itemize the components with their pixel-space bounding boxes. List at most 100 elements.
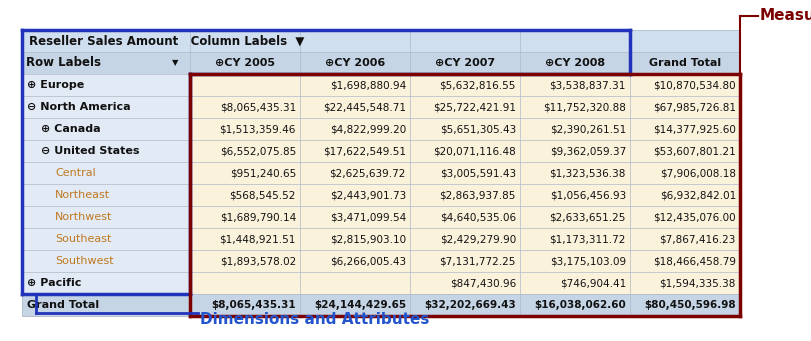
Text: Central: Central [55, 168, 96, 178]
Bar [629, 272, 739, 294]
Bar [629, 74, 739, 96]
Bar [410, 272, 519, 294]
Text: $1,056,456.93: $1,056,456.93 [549, 190, 625, 200]
Text: $1,448,921.51: $1,448,921.51 [219, 234, 296, 244]
Text: $10,870,534.80: $10,870,534.80 [653, 80, 735, 90]
Bar [629, 140, 739, 162]
Text: $4,822,999.20: $4,822,999.20 [329, 124, 406, 134]
Text: $2,443,901.73: $2,443,901.73 [329, 190, 406, 200]
Text: $2,633,651.25: $2,633,651.25 [549, 212, 625, 222]
Text: $1,513,359.46: $1,513,359.46 [219, 124, 296, 134]
Bar [299, 162, 410, 184]
Text: Grand Total: Grand Total [27, 300, 99, 310]
Bar [22, 272, 190, 294]
Text: ⊕CY 2007: ⊕CY 2007 [435, 58, 495, 68]
Text: ⊕ Canada: ⊕ Canada [41, 124, 101, 134]
Bar [299, 52, 410, 74]
Bar [519, 206, 629, 228]
Text: $2,815,903.10: $2,815,903.10 [329, 234, 406, 244]
Bar [410, 96, 519, 118]
Bar [629, 228, 739, 250]
Text: $2,429,279.90: $2,429,279.90 [440, 234, 515, 244]
Text: $7,131,772.25: $7,131,772.25 [439, 256, 515, 266]
Text: $14,377,925.60: $14,377,925.60 [652, 124, 735, 134]
Text: Northwest: Northwest [55, 212, 112, 222]
Text: $2,390,261.51: $2,390,261.51 [549, 124, 625, 134]
Text: $5,632,816.55: $5,632,816.55 [439, 80, 515, 90]
Text: $24,144,429.65: $24,144,429.65 [314, 300, 406, 310]
Bar [22, 250, 190, 272]
Text: $11,752,320.88: $11,752,320.88 [543, 102, 625, 112]
Text: $5,651,305.43: $5,651,305.43 [440, 124, 515, 134]
Bar [629, 294, 739, 316]
Bar [410, 74, 519, 96]
Bar [519, 140, 629, 162]
Bar [22, 96, 190, 118]
Bar [410, 140, 519, 162]
Bar [410, 294, 519, 316]
Bar [190, 184, 299, 206]
Bar [299, 294, 410, 316]
Text: ⊕CY 2006: ⊕CY 2006 [324, 58, 384, 68]
Bar [190, 272, 299, 294]
Text: ⊕ Pacific: ⊕ Pacific [27, 278, 81, 288]
Text: $8,065,435.31: $8,065,435.31 [211, 300, 296, 310]
Text: $22,445,548.71: $22,445,548.71 [323, 102, 406, 112]
Bar [629, 250, 739, 272]
Text: $2,625,639.72: $2,625,639.72 [329, 168, 406, 178]
Bar [519, 74, 629, 96]
Text: $8,065,435.31: $8,065,435.31 [220, 102, 296, 112]
Bar [299, 140, 410, 162]
Text: ⊕CY 2005: ⊕CY 2005 [215, 58, 275, 68]
Bar [299, 184, 410, 206]
Text: ⊖ North America: ⊖ North America [27, 102, 131, 112]
Bar [190, 206, 299, 228]
Bar [629, 206, 739, 228]
Bar [22, 52, 190, 74]
Text: $67,985,726.81: $67,985,726.81 [652, 102, 735, 112]
Bar [22, 118, 190, 140]
Bar [22, 162, 190, 184]
Text: Southeast: Southeast [55, 234, 111, 244]
Bar [190, 96, 299, 118]
Text: $2,863,937.85: $2,863,937.85 [439, 190, 515, 200]
Text: $746,904.41: $746,904.41 [559, 278, 625, 288]
Bar [22, 140, 190, 162]
Text: Northeast: Northeast [55, 190, 110, 200]
Text: $951,240.65: $951,240.65 [230, 168, 296, 178]
Text: $3,538,837.31: $3,538,837.31 [549, 80, 625, 90]
Bar [299, 96, 410, 118]
Text: Southwest: Southwest [55, 256, 114, 266]
Bar [22, 30, 739, 52]
Text: $80,450,596.98: $80,450,596.98 [644, 300, 735, 310]
Text: $3,471,099.54: $3,471,099.54 [329, 212, 406, 222]
Text: $1,698,880.94: $1,698,880.94 [329, 80, 406, 90]
Text: $1,893,578.02: $1,893,578.02 [220, 256, 296, 266]
Bar [410, 52, 519, 74]
Text: $9,362,059.37: $9,362,059.37 [549, 146, 625, 156]
Bar [299, 250, 410, 272]
Text: Dimensions and Attributes: Dimensions and Attributes [200, 311, 429, 326]
Bar [190, 140, 299, 162]
Bar [22, 206, 190, 228]
Text: $568,545.52: $568,545.52 [230, 190, 296, 200]
Bar [410, 118, 519, 140]
Text: $1,323,536.38: $1,323,536.38 [549, 168, 625, 178]
Bar [410, 250, 519, 272]
Text: $7,906,008.18: $7,906,008.18 [659, 168, 735, 178]
Bar [299, 74, 410, 96]
Bar [410, 228, 519, 250]
Text: $12,435,076.00: $12,435,076.00 [653, 212, 735, 222]
Bar [190, 162, 299, 184]
Bar [519, 228, 629, 250]
Text: ⊕ Europe: ⊕ Europe [27, 80, 84, 90]
Bar [629, 118, 739, 140]
Bar [22, 228, 190, 250]
Bar [299, 228, 410, 250]
Bar [299, 206, 410, 228]
Text: $18,466,458.79: $18,466,458.79 [652, 256, 735, 266]
Bar [519, 272, 629, 294]
Text: ⊖ United States: ⊖ United States [41, 146, 139, 156]
Text: Reseller Sales Amount   Column Labels  ▼: Reseller Sales Amount Column Labels ▼ [29, 34, 304, 47]
Bar [410, 184, 519, 206]
